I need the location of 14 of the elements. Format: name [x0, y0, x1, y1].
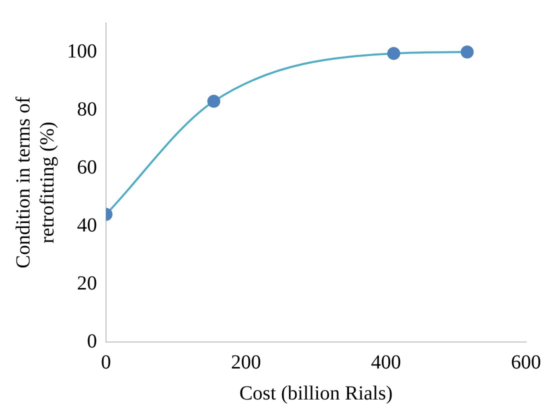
y-tick-label: 0 [87, 330, 97, 352]
y-axis-title: Condition in terms of retrofitting (%) [12, 96, 58, 268]
point [460, 46, 474, 58]
y-tick-label: 20 [77, 272, 97, 294]
x-axis-title: Cost (billion Rials) [239, 382, 393, 404]
y-tick-label: 80 [77, 98, 97, 120]
x-tick-label: 0 [101, 351, 111, 374]
x-tick-label: 200 [231, 351, 261, 374]
y-tick-label: 60 [77, 156, 97, 178]
y-tick-label: 40 [77, 214, 97, 236]
x-tick-label: 400 [371, 351, 401, 374]
x-tick-label: 600 [511, 351, 541, 374]
point [387, 46, 400, 60]
y-tick-label: 100 [67, 40, 97, 62]
